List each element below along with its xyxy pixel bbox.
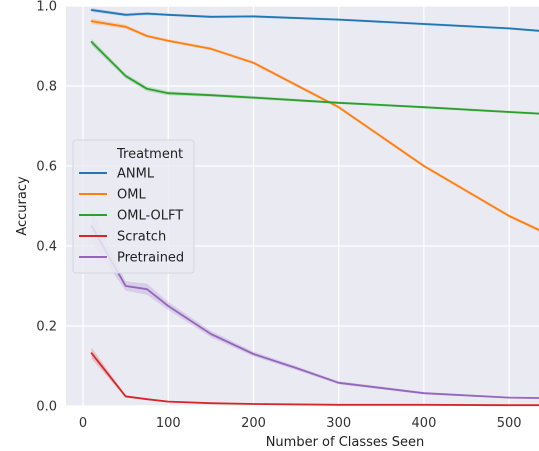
- y-tick-label: 0.0: [36, 400, 57, 415]
- x-tick-labels: 0 100 200 300 400 500: [79, 416, 522, 431]
- line-anml: [90, 9, 539, 32]
- y-tick-labels: 0.0 0.2 0.4 0.6 0.8 1.0: [36, 0, 57, 415]
- x-tick-label: 0: [79, 416, 87, 431]
- y-axis-label: Accuracy: [15, 176, 30, 236]
- line-oml-olft: [90, 41, 539, 115]
- legend-title: Treatment: [116, 147, 183, 162]
- legend: Treatment ANML OML OML-OLFT Scratch Pretraine…: [72, 139, 195, 274]
- legend-label-oml-olft: OML-OLFT: [117, 209, 183, 224]
- legend-label-pretrained: Pretrained: [117, 251, 184, 266]
- legend-label-scratch: Scratch: [117, 230, 166, 245]
- x-axis-label: Number of Classes Seen: [266, 435, 425, 450]
- x-tick-label: 400: [412, 416, 437, 431]
- series-lines: [90, 9, 539, 407]
- x-tick-label: 500: [497, 416, 522, 431]
- y-tick-label: 1.0: [36, 0, 57, 15]
- x-tick-label: 300: [326, 416, 351, 431]
- line-pretrained: [90, 225, 539, 399]
- legend-label-oml: OML: [117, 188, 146, 203]
- y-tick-label: 0.2: [36, 320, 57, 335]
- y-tick-label: 0.8: [36, 80, 57, 95]
- line-oml: [90, 20, 539, 231]
- confidence-bands: [91, 8, 539, 406]
- y-tick-label: 0.4: [36, 240, 57, 255]
- legend-label-anml: ANML: [117, 167, 155, 182]
- y-tick-label: 0.6: [36, 160, 57, 175]
- line-scratch: [90, 352, 539, 407]
- x-tick-label: 200: [241, 416, 266, 431]
- x-tick-label: 100: [156, 416, 181, 431]
- band-oml-olft: [91, 38, 539, 115]
